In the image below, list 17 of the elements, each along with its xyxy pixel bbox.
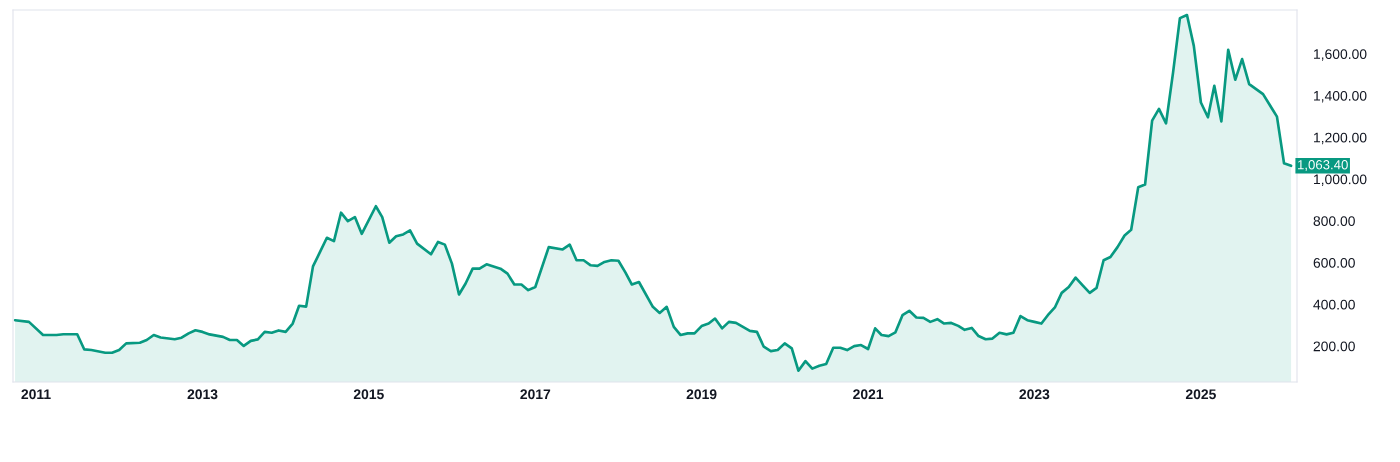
y-tick-label: 1,400.00 (1314, 90, 1367, 103)
y-tick-label: 1,600.00 (1314, 49, 1367, 61)
y-tick-label: 1,000.00 (1314, 174, 1367, 186)
x-tick-label: 2025 (1185, 389, 1216, 400)
x-tick-label: 2015 (353, 389, 384, 400)
x-tick-label: 2019 (686, 389, 717, 400)
y-tick-label: 800.00 (1313, 216, 1355, 227)
y-tick-label: 600.00 (1313, 257, 1355, 268)
annotation: 1,063.40 (1298, 160, 1348, 171)
x-tick-label: 2021 (853, 389, 884, 400)
x-tick-label: 2023 (1019, 389, 1050, 400)
x-tick-label: 2013 (187, 389, 218, 400)
x-tick-label: 2017 (520, 389, 551, 400)
x-tick-label: 2011 (21, 389, 51, 400)
y-tick-label: 200.00 (1313, 341, 1355, 352)
y-tick-label: 400.00 (1313, 299, 1355, 310)
y-tick-label: 1,200.00 (1314, 132, 1367, 145)
